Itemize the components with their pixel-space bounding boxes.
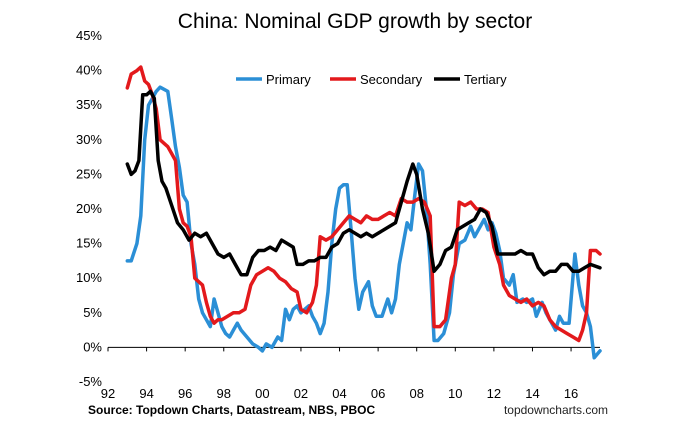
x-tick-label: 14 <box>525 386 539 401</box>
series-line-secondary <box>125 65 602 343</box>
legend-label-primary: Primary <box>266 72 311 87</box>
legend-label-tertiary: Tertiary <box>464 72 507 87</box>
y-tick-label: 45% <box>76 28 102 43</box>
y-tick-label: 40% <box>76 63 102 78</box>
legend-label-secondary: Secondary <box>360 72 423 87</box>
y-tick-label: 20% <box>76 201 102 216</box>
y-tick-label: 15% <box>76 236 102 251</box>
chart-title: China: Nominal GDP growth by sector <box>178 10 532 33</box>
x-tick-label: 04 <box>332 386 346 401</box>
x-tick-label: 98 <box>217 386 231 401</box>
x-tick-label: 06 <box>371 386 385 401</box>
x-tick-label: 92 <box>101 386 115 401</box>
series-line-primary <box>125 85 602 360</box>
series-line-tertiary <box>125 89 602 277</box>
x-tick-label: 16 <box>564 386 578 401</box>
y-tick-label: 35% <box>76 97 102 112</box>
x-tick-label: 12 <box>487 386 501 401</box>
y-tick-label: -5% <box>79 374 103 389</box>
y-axis-ticks: -5% 0% 5% 10% 15% 20% 25% 30% 35% 40% 45% <box>76 28 102 389</box>
brand-watermark: topdowncharts.com <box>504 403 608 417</box>
x-tick-label: 08 <box>409 386 423 401</box>
y-tick-label: 30% <box>76 132 102 147</box>
x-tick-label: 10 <box>448 386 462 401</box>
source-note: Source: Topdown Charts, Datastream, NBS,… <box>88 403 375 417</box>
y-tick-label: 10% <box>76 270 102 285</box>
y-tick-label: 5% <box>83 305 102 320</box>
y-tick-label: 0% <box>83 339 102 354</box>
x-tick-label: 00 <box>255 386 269 401</box>
x-axis-ticks: 92 94 96 98 00 02 04 06 08 10 12 14 16 <box>101 347 578 401</box>
x-tick-label: 96 <box>178 386 192 401</box>
x-tick-label: 94 <box>139 386 153 401</box>
y-tick-label: 25% <box>76 166 102 181</box>
series-lines <box>125 65 602 360</box>
x-tick-label: 02 <box>294 386 308 401</box>
legend: Primary Secondary Tertiary <box>236 72 507 87</box>
